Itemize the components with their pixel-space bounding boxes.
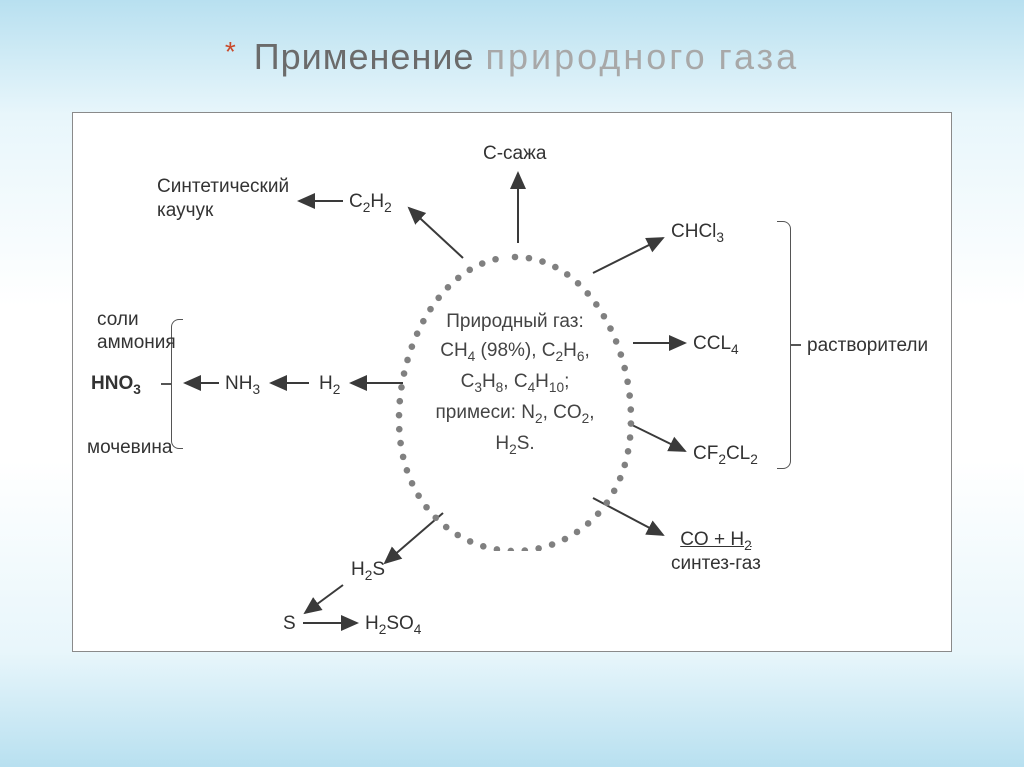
node-co-h2: CO + H2 синтез-газ [671, 529, 761, 575]
node-c2h2: C2H2 [349, 191, 392, 215]
brace-ammonia-tick [161, 383, 171, 385]
diagram-stage: Природный газ: CH4 (98%), C2H6, C3H8, C4… [73, 113, 951, 651]
node-nh4salts: солиаммония [97, 309, 176, 355]
title-word-2: природного [485, 36, 707, 77]
title-word-1: Применение [254, 36, 475, 77]
node-soot: С-сажа [483, 143, 546, 165]
node-h2so4: H2SO4 [365, 613, 421, 637]
node-h2s: H2S [351, 559, 385, 583]
node-rubber: Синтетическийкаучук [157, 175, 289, 223]
center-line-2: CH4 (98%), C2H6, [385, 336, 645, 367]
node-co-h2-formula: CO + H2 [680, 529, 751, 550]
node-nh3: NH3 [225, 373, 260, 397]
node-chcl3: CHCl3 [671, 221, 724, 245]
center-line-4: примеси: N2, CO2, [385, 398, 645, 429]
brace-solvents-tick [791, 344, 801, 346]
slide-title: * Применение природного газа [0, 36, 1024, 78]
center-line-3: C3H8, C4H10; [385, 367, 645, 398]
node-solvents: растворители [807, 335, 928, 357]
node-h2: H2 [319, 373, 340, 397]
diagram-frame: Природный газ: CH4 (98%), C2H6, C3H8, C4… [72, 112, 952, 652]
center-text: Природный газ: CH4 (98%), C2H6, C3H8, C4… [385, 307, 645, 460]
node-urea: мочевина [87, 437, 172, 459]
node-cf2cl2: CF2CL2 [693, 443, 758, 467]
arrow-h2s-to-s [305, 585, 343, 613]
brace-solvents [777, 221, 791, 469]
node-ccl4: CCL4 [693, 333, 739, 357]
title-word-3: газа [719, 36, 799, 77]
center-line-1: Природный газ: [385, 307, 645, 336]
node-synthgas-label: синтез-газ [671, 553, 761, 574]
center-line-5: H2S. [385, 429, 645, 460]
node-hno3: HNO3 [91, 373, 141, 397]
node-s: S [283, 613, 296, 635]
center-blob: Природный газ: CH4 (98%), C2H6, C3H8, C4… [385, 251, 645, 551]
title-asterisk: * [225, 36, 237, 67]
